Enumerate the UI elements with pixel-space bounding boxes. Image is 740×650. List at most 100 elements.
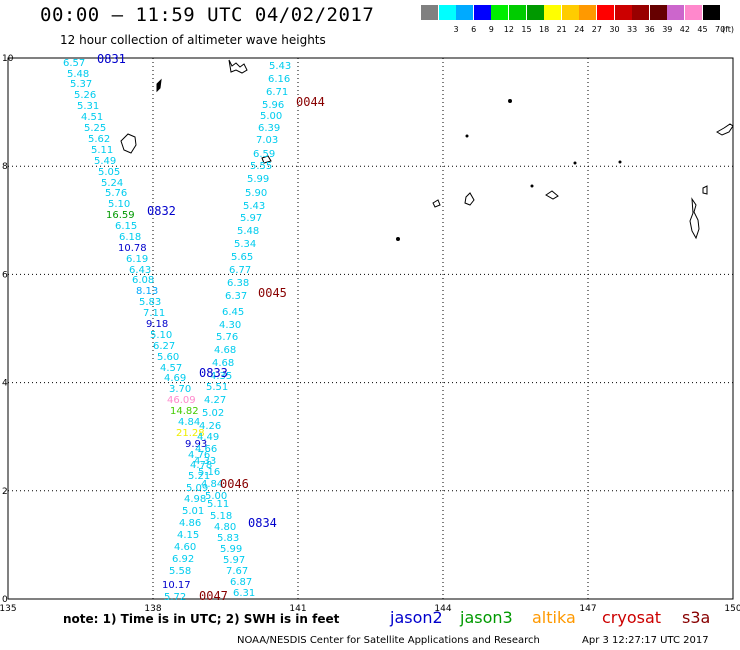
wave-height-value: 4.76: [188, 450, 210, 461]
wave-height-value: 5.25: [84, 123, 106, 134]
island-outline: [120, 133, 137, 154]
wave-height-value: 5.55: [250, 161, 272, 172]
wave-height-value: 4.30: [219, 320, 241, 331]
satellite-legend-cryosat: cryosat: [602, 608, 662, 627]
map-frame: [7, 57, 734, 600]
wave-height-value: 5.31: [77, 101, 99, 112]
legend-swatch: [438, 5, 456, 20]
wave-height-value: 4.78: [190, 460, 212, 471]
legend-swatch-label: 3: [453, 25, 459, 34]
legend-swatch: [579, 5, 597, 20]
wave-height-value: 6.43: [129, 265, 151, 276]
legend-swatch: [544, 5, 562, 20]
legend-swatch: [702, 5, 720, 20]
longitude-tick-label: 138: [144, 604, 161, 614]
legend-swatch-label: 6: [471, 25, 477, 34]
longitude-tick-label: 150: [724, 604, 740, 614]
wave-height-value: 5.00: [205, 491, 227, 502]
wave-height-value: 7.11: [143, 308, 165, 319]
wave-height-value: 5.05: [98, 167, 120, 178]
wave-height-value: 4.68: [212, 358, 234, 369]
latitude-tick-label: 8: [2, 162, 8, 172]
longitude-tick-label: 141: [289, 604, 306, 614]
wave-height-value: 6.38: [227, 278, 249, 289]
legend-swatch-label: 15: [521, 25, 532, 34]
legend-swatch-label: 39: [662, 25, 673, 34]
wave-height-value: 4.51: [81, 112, 103, 123]
legend-swatch-label: 24: [574, 25, 585, 34]
legend-swatch-label: 12: [503, 25, 514, 34]
altimeter-track-0044: 5.436.166.715.965.006.397.036.595.555.99…: [194, 61, 291, 599]
wave-height-value: 4.26: [199, 421, 221, 432]
credit-center: NOAA/NESDIS Center for Satellite Applica…: [237, 635, 540, 646]
satellite-legend-altika: altika: [532, 608, 576, 627]
pass-time-labels: 0831 0832 0833 0834 0044 0045 0046 0047: [97, 52, 325, 603]
credit-timestamp: Apr 3 12:27:17 UTC 2017: [582, 635, 709, 646]
island-outline: [261, 155, 272, 164]
legend-swatch-label: 33: [627, 25, 638, 34]
island-outline: [156, 78, 162, 93]
legend-swatch: [473, 5, 491, 20]
wave-height-value: 16.59: [106, 210, 135, 221]
wave-height-value: 6.39: [258, 123, 280, 134]
wave-height-value: 7.67: [226, 566, 248, 577]
legend-swatch-label: 18: [539, 25, 550, 34]
legend-swatch-label: 21: [556, 25, 567, 34]
wave-height-value: 5.43: [243, 201, 265, 212]
wave-height-value: 5.96: [262, 100, 284, 111]
island-dot: [508, 99, 512, 103]
wave-height-value: 6.37: [225, 291, 247, 302]
wave-height-value: 4.35: [210, 371, 232, 382]
satellite-legend-jason3: jason3: [460, 608, 513, 627]
wave-height-value: 4.27: [204, 395, 226, 406]
wave-height-value: 4.15: [177, 530, 199, 541]
lat-lon-gridlines: [8, 58, 733, 599]
page-subtitle: 12 hour collection of altimeter wave hei…: [60, 33, 326, 47]
legend-swatch-label: 45: [697, 25, 708, 34]
wave-height-value: 5.09: [186, 483, 208, 494]
latitude-tick-label: 0: [2, 595, 8, 605]
legend-swatch: [649, 5, 667, 20]
wave-height-value: 5.10: [150, 330, 172, 341]
wave-height-value: 5.48: [237, 226, 259, 237]
island-outline: [228, 59, 248, 74]
longitude-tick-label: 147: [579, 604, 596, 614]
wave-height-value: 5.83: [139, 297, 161, 308]
wave-height-value: 6.77: [229, 265, 251, 276]
pass-time-label: 0047: [199, 589, 228, 603]
wave-height-value: 5.49: [94, 156, 116, 167]
wave-height-value: 6.45: [222, 307, 244, 318]
wave-height-value: 6.27: [153, 341, 175, 352]
island-outline: [545, 190, 559, 200]
legend-swatch-label: 42: [679, 25, 690, 34]
wave-height-value: 6.87: [230, 577, 252, 588]
page-title: 00:00 — 11:59 UTC 04/02/2017: [40, 4, 375, 26]
wave-height-value: 3.70: [169, 384, 191, 395]
legend-swatch: [491, 5, 509, 20]
wave-height-value: 4.49: [197, 432, 219, 443]
wave-height-value: 4.66: [195, 444, 217, 455]
pass-time-label: 0044: [296, 95, 325, 109]
island-dot: [530, 184, 534, 188]
legend-swatch-label: 9: [488, 25, 494, 34]
wave-height-value: 6.18: [119, 232, 141, 243]
wave-height-value: 4.57: [160, 363, 182, 374]
wave-height-value: 6.16: [268, 74, 290, 85]
wave-height-value: 6.08: [132, 275, 154, 286]
pass-time-label: 0046: [220, 477, 249, 491]
island-outline: [716, 123, 734, 136]
wave-height-value: 5.11: [91, 145, 113, 156]
wave-height-value: 6.59: [253, 149, 275, 160]
island-dot: [396, 237, 400, 241]
wave-height-value: 4.98: [184, 494, 206, 505]
wave-height-value: 5.34: [234, 239, 256, 250]
wave-height-value: 5.72: [164, 592, 186, 603]
wave-height-value: 46.09: [167, 395, 196, 406]
wave-height-value: 5.51: [206, 382, 228, 393]
wave-height-value: 14.82: [170, 406, 199, 417]
latitude-tick-label: 10: [2, 54, 14, 64]
wave-height-value: 5.83: [217, 533, 239, 544]
wave-height-value: 5.37: [70, 79, 92, 90]
land-outlines: [120, 59, 734, 241]
wave-height-value: 4.80: [214, 522, 236, 533]
